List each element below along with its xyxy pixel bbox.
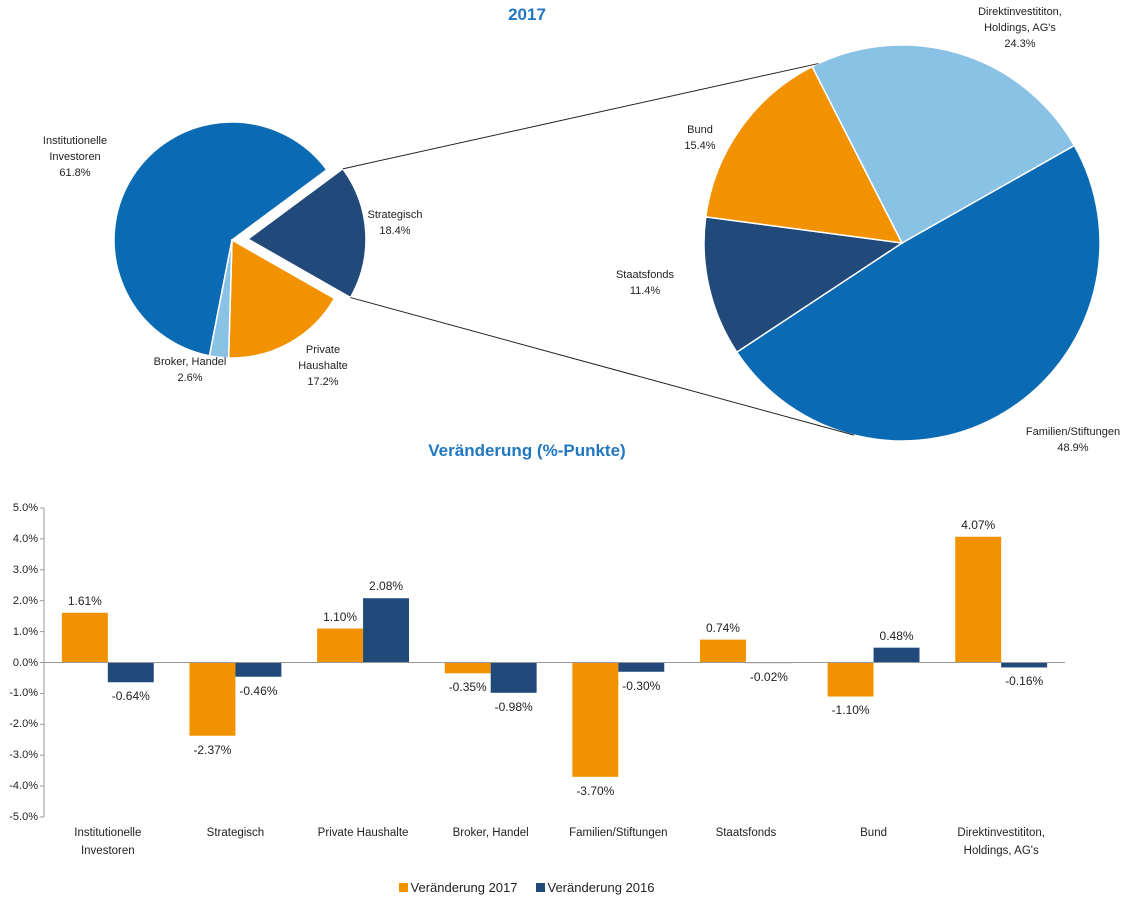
y-tick-label: 3.0% (12, 563, 38, 576)
value-label: 0.74% (705, 620, 740, 635)
pie-slice (113, 121, 328, 357)
value-label: 1.10% (323, 609, 358, 624)
bar-title: Veränderung (%-Punkte) (428, 441, 626, 460)
pie-slice (208, 239, 233, 359)
pie-slice (246, 167, 367, 299)
value-label: -0.30% (622, 678, 661, 693)
pie-value-label: 18.4% (379, 225, 411, 237)
bar (189, 662, 236, 736)
pie-label: Direktinvestititon, Holdings, AG's (978, 6, 1062, 34)
legend-item: Veränderung 2017 (398, 880, 518, 895)
value-label: -3.70% (576, 783, 615, 798)
pie-value-label: 2.6% (177, 372, 203, 384)
value-label: 0.48% (879, 628, 914, 643)
value-label: -0.64% (111, 689, 150, 704)
bar (317, 628, 364, 663)
value-label: 1.61% (67, 593, 102, 608)
bar (955, 536, 1002, 663)
bar (363, 598, 410, 663)
bar (61, 612, 108, 663)
pie-label: Familien/Stiftungen (1025, 426, 1121, 438)
pie-value-label: 15.4% (684, 140, 716, 152)
pie-label: Private Haushalte (298, 344, 348, 372)
pie-value-label: 24.3% (1004, 38, 1036, 50)
value-label: -0.98% (494, 699, 533, 714)
y-tick-label: -5.0% (9, 811, 38, 823)
y-tick-label: 0.0% (12, 656, 38, 669)
value-label: -0.16% (1005, 674, 1044, 689)
value-label: -2.37% (193, 742, 232, 757)
x-tick-label: Strategisch (206, 827, 265, 839)
bar (699, 639, 746, 663)
pie-label: Bund (687, 124, 713, 136)
value-label: 4.07% (961, 517, 996, 532)
pie-label: Institutionelle Investoren (42, 135, 108, 163)
bar (235, 662, 282, 677)
y-tick-label: 4.0% (12, 532, 38, 545)
pie-value-label: 61.8% (59, 167, 91, 179)
pie-value-label: 17.2% (307, 376, 339, 388)
bar (618, 662, 665, 672)
legend-swatch (398, 883, 408, 892)
x-tick-label: Institutionelle Investoren (74, 827, 142, 857)
bar (1001, 662, 1048, 668)
y-tick-label: -2.0% (9, 718, 38, 731)
legend: Veränderung 2017 Veränderung 2016 (0, 880, 1053, 895)
value-label: -0.35% (448, 680, 487, 695)
bar (490, 662, 537, 693)
connector (350, 297, 855, 436)
legend-label: Veränderung 2017 (410, 880, 518, 895)
connector (342, 63, 819, 170)
pie-slice (704, 65, 904, 244)
value-label: -0.02% (749, 670, 788, 685)
y-tick-label: -4.0% (9, 780, 38, 793)
x-tick-label: Staatsfonds (715, 827, 777, 839)
pie-title: 2017 (508, 5, 546, 24)
bar (444, 662, 491, 674)
legend-label: Veränderung 2016 (547, 880, 655, 895)
bar (107, 662, 154, 683)
bar (827, 662, 874, 697)
x-tick-label: Bund (860, 827, 887, 839)
y-tick-label: -3.0% (9, 749, 38, 762)
pie-value-label: 11.4% (629, 285, 661, 297)
pie-slice (811, 44, 1076, 245)
pie-slice (703, 216, 905, 354)
bar (873, 647, 920, 663)
y-tick-label: -1.0% (9, 687, 38, 700)
pie-slice (227, 238, 336, 359)
x-tick-label: Private Haushalte (317, 827, 409, 839)
x-tick-label: Broker, Handel (452, 827, 529, 839)
value-label: -0.46% (239, 683, 278, 698)
bar (572, 662, 619, 777)
pie-slice (735, 144, 1101, 442)
value-label: 2.08% (369, 579, 404, 594)
pie-label: Broker, Handel (153, 356, 227, 368)
y-tick-label: 1.0% (12, 625, 38, 638)
y-tick-label: 5.0% (12, 502, 38, 514)
legend-item: Veränderung 2016 (535, 880, 655, 895)
x-tick-label: Direktinvestititon, Holdings, AG's (957, 827, 1045, 857)
y-tick-label: 2.0% (12, 594, 38, 607)
legend-swatch (535, 883, 545, 892)
pie-label: Staatsfonds (615, 269, 675, 281)
pie-value-label: 48.9% (1057, 442, 1089, 454)
value-label: -1.10% (831, 703, 870, 718)
pie-label: Strategisch (367, 209, 423, 221)
x-tick-label: Familien/Stiftungen (569, 827, 668, 839)
